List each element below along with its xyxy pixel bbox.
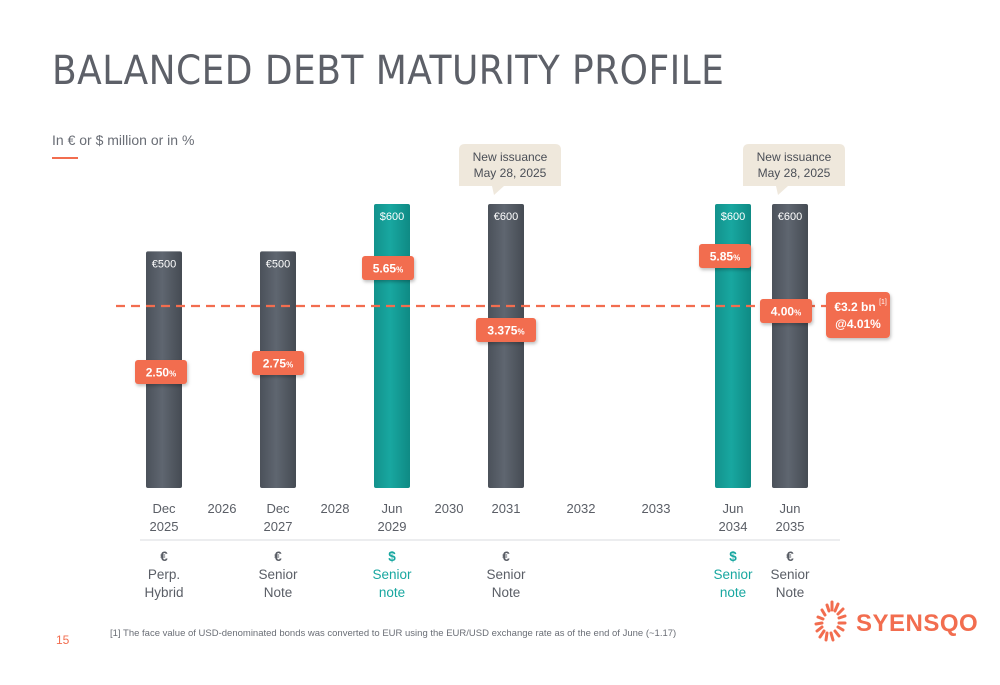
logo-wordmark: SYENSQO: [856, 610, 979, 637]
x-tick-label: Dec: [266, 501, 290, 516]
x-tick-label-year: 2029: [378, 519, 407, 534]
total-debt-footnote-ref: [1]: [879, 299, 887, 306]
instrument-type-label: Senior: [770, 567, 810, 582]
currency-symbol: €: [502, 549, 510, 564]
bar-value-label-jun-2035: €600: [778, 211, 802, 223]
bar-value-label-2031: €600: [494, 211, 518, 223]
x-tick-label-year: 2025: [150, 519, 179, 534]
x-tick-label-year: 2034: [719, 519, 748, 534]
new-issuance-callout-2031: [459, 144, 561, 195]
rate-badge-label-dec-2025: 2.50%: [146, 366, 176, 380]
x-tick-label: Jun: [780, 501, 801, 516]
instrument-type-label: Note: [775, 585, 805, 600]
x-tick-label: Dec: [152, 501, 176, 516]
new-issuance-callout-text-2031: May 28, 2025: [474, 166, 547, 180]
bar-2031: [488, 204, 524, 488]
new-issuance-callout-text-jun-2035: May 28, 2025: [758, 166, 831, 180]
rate-badge-label-jun-2029: 5.65%: [373, 262, 403, 276]
bar-value-label-jun-2029: $600: [380, 211, 404, 223]
instrument-caption-2031: € Senior Note: [446, 548, 566, 602]
bar-value-label-dec-2025: €500: [152, 258, 176, 270]
rate-badge-label-jun-2034: 5.85%: [710, 250, 740, 264]
instrument-type-label: Senior: [372, 567, 412, 582]
rate-badge-jun-2035: [760, 299, 812, 323]
instrument-type-label: note: [378, 585, 406, 600]
rate-badge-label-jun-2035: 4.00%: [771, 305, 801, 319]
bar-jun-2035: [772, 204, 808, 488]
x-tick-label: Jun: [723, 501, 744, 516]
rate-badge-label-dec-2027: 2.75%: [263, 357, 293, 371]
instrument-type-label: note: [719, 585, 747, 600]
x-tick-label-year: 2027: [264, 519, 293, 534]
instrument-type-label: Note: [491, 585, 521, 600]
bar-value-label-jun-2034: $600: [721, 211, 745, 223]
instrument-caption-jun-2029: $ Senior note: [332, 548, 452, 602]
subtitle-accent-rule: [52, 157, 78, 159]
x-tick-label: 2030: [435, 501, 464, 516]
footnote: [1] The face value of USD-denominated bo…: [110, 628, 677, 639]
x-tick-label: Jun: [382, 501, 403, 516]
new-issuance-callout-text-2031: New issuance: [473, 150, 548, 164]
instrument-caption-dec-2027: € Senior Note: [218, 548, 338, 602]
x-tick-label-year: 2035: [776, 519, 805, 534]
currency-symbol: €: [274, 549, 282, 564]
instrument-type-label: Senior: [486, 567, 526, 582]
instrument-type-label: Senior: [713, 567, 753, 582]
new-issuance-callout-text-jun-2035: New issuance: [757, 150, 832, 164]
rate-badge-jun-2029: [362, 256, 414, 280]
total-rate-label: @4.01%: [835, 317, 881, 331]
rate-badge-dec-2025: [135, 360, 187, 384]
x-tick-label: 2032: [567, 501, 596, 516]
page-title: BALANCED DEBT MATURITY PROFILE: [52, 48, 725, 94]
instrument-type-label: Perp.: [147, 567, 181, 582]
syensqo-logo: SYENSQO: [812, 596, 978, 652]
x-tick-label: 2026: [208, 501, 237, 516]
currency-symbol: €: [786, 549, 794, 564]
bar-value-label-dec-2027: €500: [266, 258, 290, 270]
new-issuance-callout-jun-2035: [743, 144, 845, 195]
page-number: 15: [56, 633, 70, 647]
rate-badge-2031: [476, 318, 536, 342]
chart-subtitle: In € or $ million or in %: [52, 132, 195, 148]
bar-jun-2034: [715, 204, 751, 488]
x-tick-label: 2028: [321, 501, 350, 516]
currency-symbol: €: [160, 549, 168, 564]
instrument-type-label: Senior: [258, 567, 298, 582]
rate-badge-jun-2034: [699, 244, 751, 268]
total-debt-label: €3.2 bn: [834, 300, 875, 314]
total-debt-badge: [826, 292, 890, 338]
instrument-type-label: Hybrid: [144, 585, 184, 600]
currency-symbol: $: [388, 549, 396, 564]
x-tick-label: 2033: [642, 501, 671, 516]
rate-badge-dec-2027: [252, 351, 304, 375]
bar-jun-2029: [374, 204, 410, 488]
rate-badge-label-2031: 3.375%: [487, 324, 524, 338]
syensqo-logo-icon: [814, 600, 847, 642]
instrument-caption-jun-2034: $ Senior note: [673, 548, 793, 602]
instrument-type-label: Note: [263, 585, 293, 600]
instrument-caption-dec-2025: € Perp. Hybrid: [104, 548, 224, 602]
x-tick-label: 2031: [492, 501, 521, 516]
currency-symbol: $: [729, 549, 737, 564]
instrument-caption-jun-2035: € Senior Note: [730, 548, 850, 602]
